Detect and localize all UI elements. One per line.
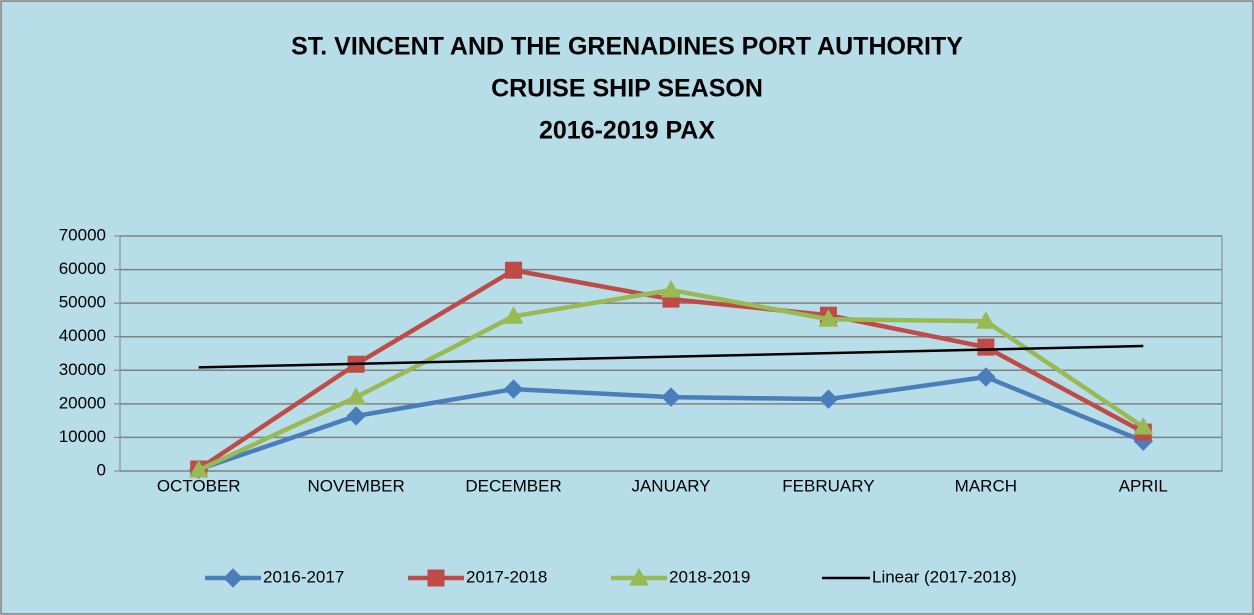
legend-label: 2017-2018: [466, 567, 547, 586]
data-point: [503, 306, 524, 324]
y-tick-label: 0: [97, 460, 106, 479]
data-point: [661, 280, 681, 298]
x-tick-label: JANUARY: [631, 476, 710, 495]
data-point: [503, 379, 524, 399]
data-point: [661, 387, 681, 407]
plot-area: [119, 235, 1223, 472]
x-tick-label: NOVEMBER: [307, 476, 404, 495]
trendline: [198, 344, 1144, 369]
y-tick-label: 30000: [59, 360, 106, 379]
x-tick-label: OCTOBER: [157, 476, 241, 495]
data-point: [188, 459, 209, 478]
data-point: [976, 367, 996, 387]
data-point: [346, 387, 366, 405]
legend-marker: [427, 569, 445, 587]
y-tick-label: 40000: [59, 326, 106, 345]
data-point: [977, 338, 995, 356]
x-tick-label: DECEMBER: [465, 476, 561, 495]
y-tick-label: 60000: [59, 259, 106, 278]
chart-title: CRUISE SHIP SEASON: [491, 75, 763, 103]
data-point: [976, 311, 996, 329]
x-tick-label: APRIL: [1119, 476, 1168, 495]
data-point: [505, 261, 523, 279]
legend-marker: [223, 568, 243, 588]
legend-marker: [629, 567, 649, 586]
legend-label: 2018-2019: [669, 567, 750, 586]
data-point: [818, 389, 839, 409]
chart-title: ST. VINCENT AND THE GRENADINES PORT AUTH…: [291, 33, 963, 61]
y-tick-label: 50000: [59, 293, 106, 312]
data-point: [818, 309, 839, 327]
data-point: [346, 406, 366, 426]
y-tick-label: 70000: [59, 225, 106, 244]
x-tick-label: MARCH: [955, 476, 1017, 495]
legend-label: 2016-2017: [263, 567, 344, 586]
legend-label: Linear (2017-2018): [872, 567, 1017, 586]
chart-title: 2016-2019 PAX: [539, 117, 715, 145]
x-tick-label: FEBRUARY: [782, 476, 874, 495]
data-point: [1133, 417, 1154, 435]
y-tick-label: 20000: [59, 393, 106, 412]
y-tick-label: 10000: [59, 427, 106, 446]
